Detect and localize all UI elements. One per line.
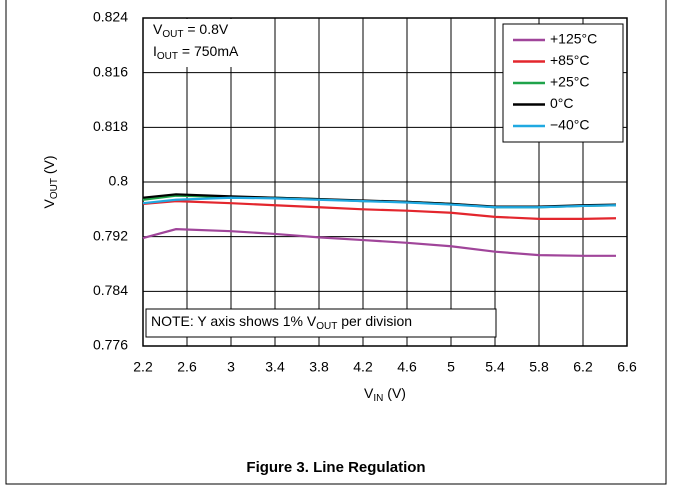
frame: [5, 0, 667, 485]
text-part: = 750mA: [178, 43, 239, 59]
x-tick-label: 3: [227, 359, 235, 375]
x-tick-label: 2.6: [177, 359, 197, 375]
x-tick-label: 5: [447, 359, 455, 375]
series-line: [142, 193, 617, 208]
series-line: [142, 228, 616, 257]
y-tick-label: 0.816: [93, 63, 128, 79]
series-line: [142, 200, 617, 220]
text-part: (V): [383, 385, 406, 401]
x-tick-label: 3.4: [265, 359, 285, 375]
text-part: = 0.8V: [183, 21, 228, 37]
y-tick-label: 0.776: [93, 337, 128, 353]
y-axis-label: VOUT (V): [41, 155, 60, 208]
series-line: [142, 196, 617, 209]
y-tick-label: 0.784: [93, 282, 128, 298]
legend-label: 0°C: [550, 95, 574, 111]
subscript: OUT: [49, 178, 60, 199]
text-part: V: [364, 385, 374, 401]
x-tick-label: 5.8: [529, 359, 549, 375]
subscript: IN: [373, 393, 383, 404]
text-part: NOTE: Y axis shows 1% V: [151, 313, 317, 329]
x-tick-label: 3.8: [309, 359, 329, 375]
text-part: V: [153, 21, 163, 37]
x-tick-label: 4.2: [353, 359, 373, 375]
note-box: [145, 308, 497, 338]
annotation-box: [144, 19, 266, 67]
text-part: (V): [41, 155, 57, 178]
text-part: I: [153, 43, 157, 59]
subscript: OUT: [316, 321, 337, 332]
subscript: OUT: [162, 29, 183, 40]
legend-label: +85°C: [550, 52, 589, 68]
text-part: per division: [337, 313, 412, 329]
legend-label: −40°C: [550, 117, 589, 133]
x-tick-label: 6.6: [617, 359, 637, 375]
plot-border: [142, 17, 628, 347]
y-tick-label: 0.824: [93, 9, 128, 25]
x-tick-label: 5.4: [485, 359, 505, 375]
caption: Figure 3. Line Regulation: [246, 459, 425, 476]
y-tick-label: 0.792: [93, 227, 128, 243]
y-tick-label: 0.818: [93, 118, 128, 134]
text-part: V: [41, 199, 57, 209]
x-axis-label: VIN (V): [364, 385, 406, 404]
legend-label: +25°C: [550, 74, 589, 90]
x-tick-label: 6.2: [573, 359, 593, 375]
note: NOTE: Y axis shows 1% VOUT per division: [151, 313, 412, 332]
x-tick-label: 2.2: [133, 359, 153, 375]
legend-label: +125°C: [550, 31, 597, 47]
subscript: OUT: [157, 51, 178, 62]
x-tick-label: 4.6: [397, 359, 417, 375]
annotation: VOUT = 0.8V: [153, 21, 229, 40]
y-tick-label: 0.8: [109, 173, 129, 189]
annotation: IOUT = 750mA: [153, 43, 239, 62]
